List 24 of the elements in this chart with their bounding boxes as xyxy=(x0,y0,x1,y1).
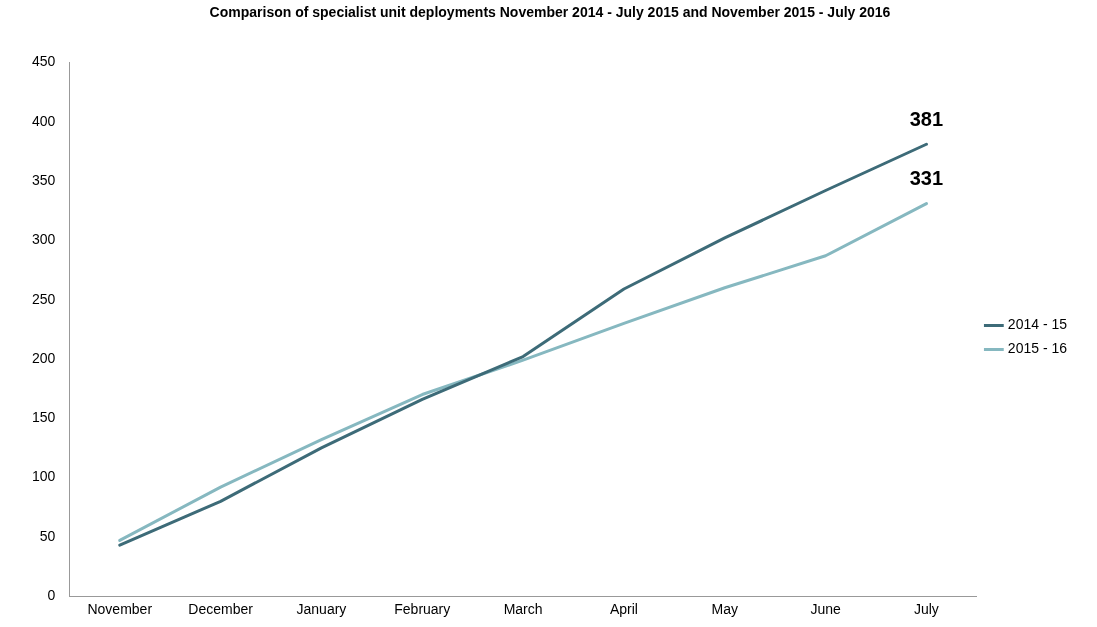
x-tick-label: May xyxy=(711,601,738,618)
legend-label: 2015 - 16 xyxy=(1007,340,1068,357)
data-label: 331 xyxy=(909,167,944,190)
y-tick-label: 0 xyxy=(47,587,56,604)
x-tick-label: November xyxy=(87,601,153,618)
data-label: 381 xyxy=(909,107,944,130)
x-tick-label: December xyxy=(188,601,254,618)
chart-title: Comparison of specialist unit deployments November 2014 - July 2015 and November 2015 - July 2016 xyxy=(208,4,892,21)
y-tick-label: 100 xyxy=(32,468,56,485)
x-tick-label: March xyxy=(503,601,543,618)
x-tick-label: June xyxy=(810,601,841,618)
y-tick-label: 400 xyxy=(32,112,56,129)
y-tick-label: 450 xyxy=(32,53,56,70)
x-tick-label: April xyxy=(609,601,638,618)
y-tick-label: 50 xyxy=(39,527,56,544)
legend-label: 2014 - 15 xyxy=(1007,316,1068,333)
y-tick-label: 350 xyxy=(32,171,56,188)
y-tick-label: 300 xyxy=(32,231,56,248)
x-tick-label: January xyxy=(296,601,347,618)
x-tick-label: February xyxy=(394,601,451,618)
y-tick-label: 200 xyxy=(32,349,56,366)
y-tick-label: 150 xyxy=(32,409,56,426)
x-tick-label: July xyxy=(913,601,939,618)
y-tick-label: 250 xyxy=(32,290,56,307)
